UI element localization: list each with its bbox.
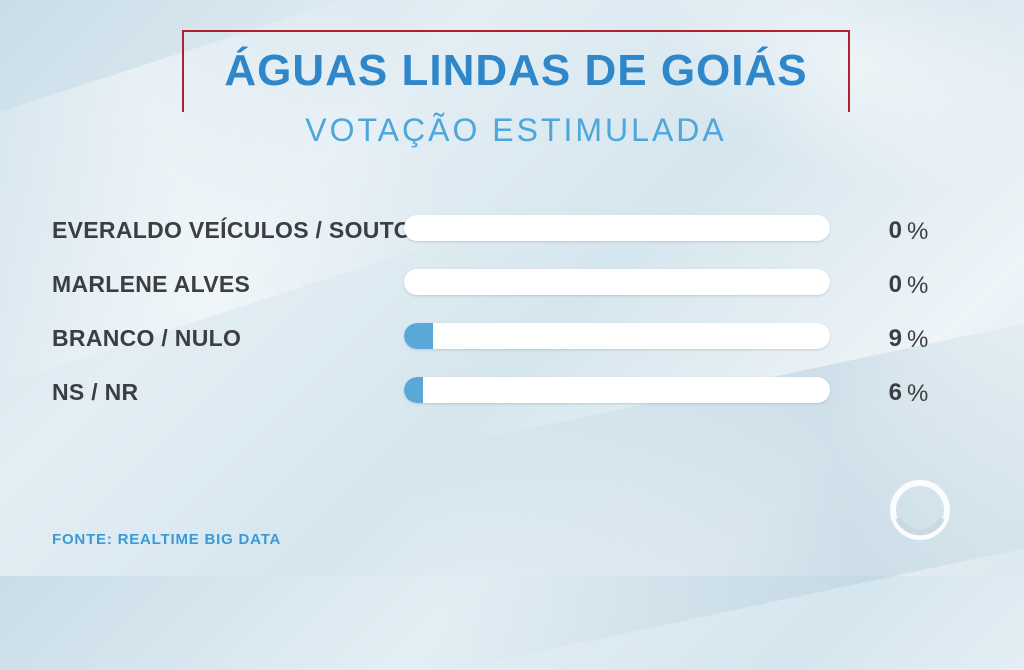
- category-label: MARLENE ALVES: [52, 271, 251, 297]
- percent-sign: %: [907, 218, 929, 245]
- bar-row: NS / NR 6%: [0, 377, 1024, 407]
- source-note: FONTE: REALTIME BIG DATA: [52, 531, 282, 548]
- bar-track: [404, 215, 830, 241]
- bar-chart: EVERALDO VEÍCULOS / SOUTO 0% MARLENE ALVES…: [0, 215, 1024, 407]
- bar-track: [404, 323, 830, 349]
- bar-track: [404, 377, 830, 403]
- category-label: BRANCO / NULO: [52, 325, 242, 351]
- broadcaster-logo-icon: [890, 480, 950, 540]
- data-label: 0: [888, 271, 902, 298]
- bar-track: [404, 269, 830, 295]
- category-label: EVERALDO VEÍCULOS / SOUTO: [52, 217, 412, 243]
- data-label: 9: [888, 325, 902, 352]
- percent-sign: %: [907, 272, 929, 299]
- bar-row: MARLENE ALVES 0%: [0, 269, 1024, 299]
- percent-sign: %: [907, 380, 929, 407]
- percent-sign: %: [907, 326, 929, 353]
- chart-subtitle: VOTAÇÃO ESTIMULADA: [305, 112, 727, 148]
- bar-row: EVERALDO VEÍCULOS / SOUTO 0%: [0, 215, 1024, 245]
- category-label: NS / NR: [52, 379, 139, 405]
- chart-title: ÁGUAS LINDAS DE GOIÁS: [224, 46, 808, 95]
- data-label: 6: [888, 379, 902, 406]
- bar: [404, 323, 433, 349]
- title-frame: [182, 30, 850, 112]
- bar: [404, 377, 424, 403]
- data-label: 0: [888, 217, 902, 244]
- bar-row: BRANCO / NULO 9%: [0, 323, 1024, 353]
